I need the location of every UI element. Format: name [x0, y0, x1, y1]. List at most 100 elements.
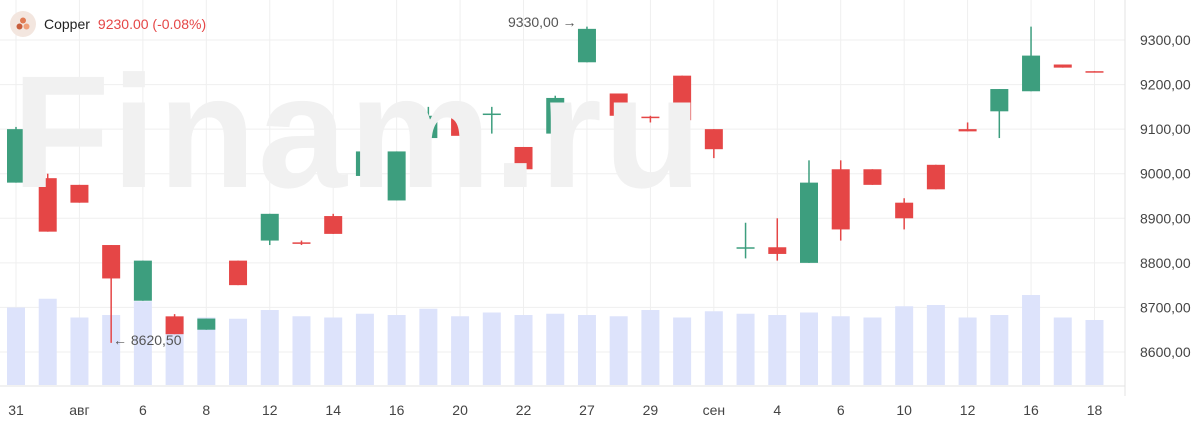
candle-body: [514, 146, 533, 170]
volume-bar: [514, 315, 533, 385]
volume-bar: [482, 312, 501, 385]
high-annotation: 9330,00 →: [508, 14, 577, 30]
x-tick-label: 14: [325, 402, 341, 418]
candle-body: [641, 116, 660, 119]
volume-bar: [736, 313, 755, 385]
candle-body: [609, 93, 628, 116]
candle-body: [451, 106, 470, 136]
candle-body: [577, 28, 596, 63]
y-axis: 9300,00 9200,00 9100,00 9000,00 8900,00 8800,…: [1140, 32, 1191, 360]
candle-body: [990, 89, 1009, 112]
candle: [990, 89, 1009, 139]
x-tick-label: 16: [1023, 402, 1039, 418]
candle: [609, 93, 628, 116]
candle: [324, 213, 343, 234]
y-tick-label: 8600,00: [1140, 344, 1191, 360]
candle: [355, 151, 374, 176]
volume-bar: [451, 316, 470, 385]
volume-bar: [292, 316, 311, 385]
volume-bar: [102, 315, 121, 385]
candle-body: [70, 184, 89, 203]
instrument-price: 9230.00 (-0.08%): [98, 16, 206, 32]
arrow-right-icon: →: [562, 14, 577, 30]
candle-body: [1085, 71, 1104, 73]
price-value: 9230.00: [97, 16, 149, 32]
copper-logo-icon: [10, 11, 36, 37]
candle-body: [768, 247, 787, 254]
candle: [546, 95, 565, 141]
candle-body: [1053, 64, 1072, 68]
candle: [133, 260, 152, 301]
volume-bar: [926, 305, 945, 385]
candle: [958, 122, 977, 132]
candle: [387, 151, 406, 201]
candle-body: [736, 247, 755, 249]
candle: [451, 106, 470, 136]
candle-body: [546, 97, 565, 134]
candle-body: [165, 316, 184, 335]
candle-body: [419, 115, 438, 139]
x-tick-label: 22: [516, 402, 532, 418]
candle: [800, 160, 818, 263]
y-tick-label: 8900,00: [1140, 210, 1191, 226]
candle-body: [355, 151, 374, 176]
x-tick-label: 12: [960, 402, 976, 418]
x-tick-label: 29: [643, 402, 659, 418]
low-label: 8620,50: [130, 332, 182, 348]
y-tick-label: 8800,00: [1140, 255, 1191, 271]
candle: [292, 240, 311, 246]
candle: [197, 318, 216, 330]
candle-body: [704, 129, 723, 150]
price-change: (-0.08%): [152, 16, 207, 32]
x-tick-label: 6: [837, 402, 845, 418]
candle-body: [197, 318, 216, 330]
candle: [863, 169, 882, 185]
instrument-header: Copper 9230.00 (-0.08%): [10, 10, 206, 38]
candle-body: [260, 213, 279, 241]
volume-bars: [7, 295, 1104, 385]
candle-body: [38, 178, 57, 232]
candle: [7, 126, 25, 183]
candle-body: [324, 216, 343, 234]
candle: [38, 173, 57, 232]
candle: [1022, 26, 1041, 92]
candle: [102, 245, 121, 343]
volume-bar: [70, 317, 89, 385]
volume-bar: [577, 315, 596, 385]
candle-body: [229, 260, 248, 286]
candle: [514, 146, 533, 170]
arrow-left-icon: ←: [113, 332, 127, 348]
volume-bar: [768, 315, 787, 385]
x-tick-label: 20: [452, 402, 468, 418]
volume-bar: [863, 317, 882, 385]
volume-bar: [324, 317, 343, 385]
candles: [7, 26, 1104, 343]
volume-bar: [1022, 295, 1041, 385]
x-tick-label: 10: [896, 402, 912, 418]
candle: [768, 218, 787, 261]
x-tick-label: 27: [579, 402, 595, 418]
candle-body: [926, 164, 945, 190]
x-tick-label: 16: [389, 402, 405, 418]
x-tick-label: 4: [773, 402, 781, 418]
watermark: Finam.ru: [12, 42, 704, 221]
candle-body: [292, 242, 311, 244]
candle-body: [863, 169, 882, 185]
volume-bar: [895, 306, 914, 385]
candle-body: [7, 129, 25, 183]
candle: [229, 260, 248, 286]
candle: [673, 75, 692, 121]
candle-body: [133, 260, 152, 301]
x-tick-label: 12: [262, 402, 278, 418]
candle: [419, 106, 438, 139]
volume-bar: [197, 317, 216, 385]
candle: [165, 314, 184, 335]
volume-bar: [546, 313, 565, 385]
volume-bar: [260, 310, 279, 385]
candle-body: [831, 169, 850, 230]
low-annotation: ← 8620,50: [113, 332, 182, 348]
candle: [895, 198, 914, 230]
candle: [736, 222, 755, 259]
high-label: 9330,00: [508, 14, 559, 30]
x-tick-label: 18: [1087, 402, 1103, 418]
